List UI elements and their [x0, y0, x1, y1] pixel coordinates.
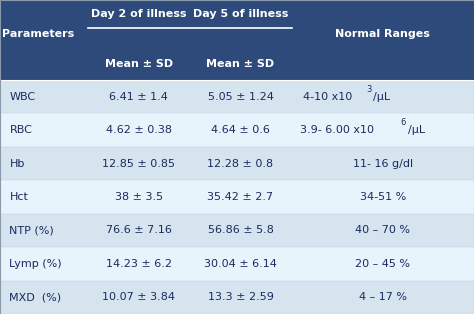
Text: WBC: WBC: [9, 92, 36, 102]
Text: 3.9- 6.00 x10: 3.9- 6.00 x10: [300, 125, 374, 135]
Text: 4.64 ± 0.6: 4.64 ± 0.6: [211, 125, 270, 135]
FancyBboxPatch shape: [0, 147, 474, 180]
Text: 12.85 ± 0.85: 12.85 ± 0.85: [102, 159, 175, 169]
Text: 4.62 ± 0.38: 4.62 ± 0.38: [106, 125, 172, 135]
Text: 6.41 ± 1.4: 6.41 ± 1.4: [109, 92, 168, 102]
Text: 11- 16 g/dl: 11- 16 g/dl: [353, 159, 413, 169]
Text: Hb: Hb: [9, 159, 25, 169]
Text: 20 – 45 %: 20 – 45 %: [355, 259, 410, 269]
FancyBboxPatch shape: [0, 281, 474, 314]
Text: /μL: /μL: [373, 92, 390, 102]
FancyBboxPatch shape: [0, 247, 474, 281]
Text: 38 ± 3.5: 38 ± 3.5: [115, 192, 163, 202]
Text: Parameters: Parameters: [2, 29, 74, 39]
Text: 40 – 70 %: 40 – 70 %: [355, 225, 410, 236]
Text: RBC: RBC: [9, 125, 32, 135]
Text: 3: 3: [366, 85, 371, 94]
FancyBboxPatch shape: [0, 49, 474, 80]
Text: 4-10 x10: 4-10 x10: [303, 92, 353, 102]
Text: 34-51 %: 34-51 %: [360, 192, 406, 202]
Text: /μL: /μL: [408, 125, 425, 135]
Text: 14.23 ± 6.2: 14.23 ± 6.2: [106, 259, 172, 269]
Text: Mean ± SD: Mean ± SD: [105, 59, 173, 69]
Text: 76.6 ± 7.16: 76.6 ± 7.16: [106, 225, 172, 236]
Text: 35.42 ± 2.7: 35.42 ± 2.7: [208, 192, 273, 202]
Text: 6: 6: [401, 118, 406, 127]
Text: Day 2 of illness: Day 2 of illness: [91, 8, 186, 19]
Text: 5.05 ± 1.24: 5.05 ± 1.24: [208, 92, 273, 102]
Text: 4 – 17 %: 4 – 17 %: [359, 292, 407, 302]
Text: 13.3 ± 2.59: 13.3 ± 2.59: [208, 292, 273, 302]
Text: 56.86 ± 5.8: 56.86 ± 5.8: [208, 225, 273, 236]
Text: Lymp (%): Lymp (%): [9, 259, 62, 269]
Text: 10.07 ± 3.84: 10.07 ± 3.84: [102, 292, 175, 302]
Text: Day 5 of illness: Day 5 of illness: [193, 8, 288, 19]
Text: MXD  (%): MXD (%): [9, 292, 62, 302]
FancyBboxPatch shape: [0, 0, 474, 49]
Text: NTP (%): NTP (%): [9, 225, 54, 236]
FancyBboxPatch shape: [0, 80, 474, 113]
FancyBboxPatch shape: [0, 180, 474, 214]
Text: 12.28 ± 0.8: 12.28 ± 0.8: [208, 159, 273, 169]
Text: Mean ± SD: Mean ± SD: [207, 59, 274, 69]
Text: 30.04 ± 6.14: 30.04 ± 6.14: [204, 259, 277, 269]
FancyBboxPatch shape: [0, 214, 474, 247]
FancyBboxPatch shape: [0, 113, 474, 147]
Text: Normal Ranges: Normal Ranges: [335, 29, 430, 39]
Text: Hct: Hct: [9, 192, 28, 202]
